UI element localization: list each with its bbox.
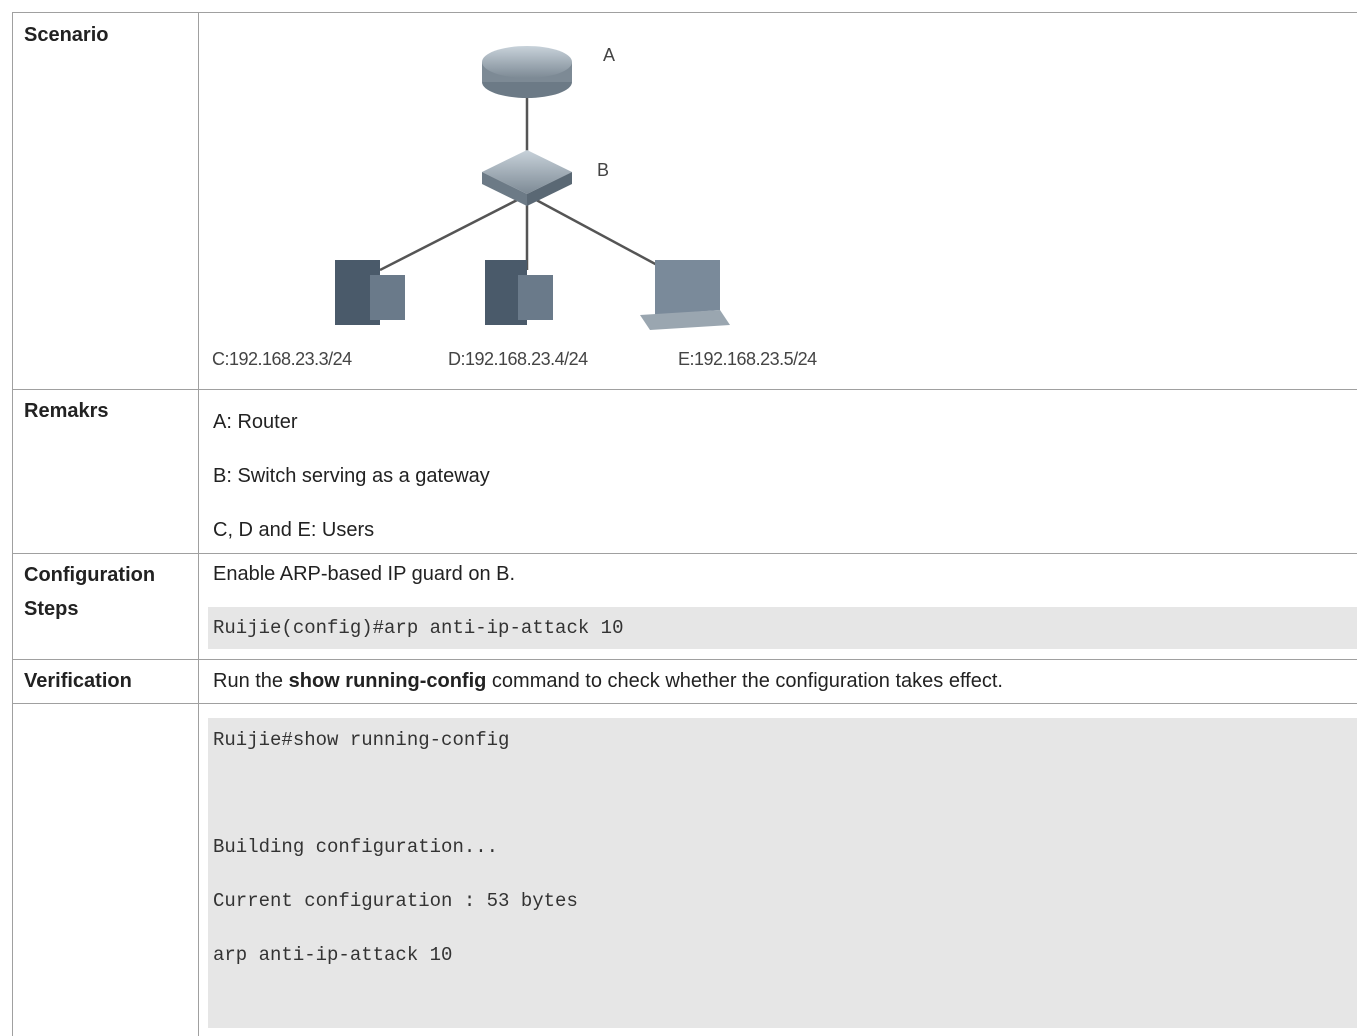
text: Enable ARP-based IP guard on B. xyxy=(213,563,516,585)
code-line: Ruijie(config)#arp anti-ip-attack 10 xyxy=(213,617,624,639)
text: command to check whether the configurati… xyxy=(486,670,1003,692)
text: Run the show running-config command to c… xyxy=(213,670,1003,693)
code-line: Current configuration : 53 bytes xyxy=(213,890,578,912)
node-label: E:192.168.23.5/24 xyxy=(678,349,817,369)
border xyxy=(12,389,1357,390)
text: C, D and E: Users xyxy=(213,519,375,541)
node-label: C:192.168.23.3/24 xyxy=(212,349,352,369)
border xyxy=(12,12,13,1036)
border xyxy=(12,703,1357,704)
text: B: Switch serving as a gateway xyxy=(213,465,490,487)
node-label: A xyxy=(603,45,616,65)
row-label: Configuration Steps xyxy=(24,564,156,620)
node-label: B xyxy=(597,160,610,180)
topology xyxy=(335,46,730,330)
border xyxy=(12,12,1357,13)
row-label: Remakrs xyxy=(24,400,109,422)
code-line: Building configuration... xyxy=(213,836,499,858)
code-block xyxy=(208,607,1357,649)
code-block xyxy=(208,718,1357,1028)
row-label: Scenario xyxy=(24,24,109,46)
text: Run the xyxy=(213,670,289,692)
code-line: Ruijie#show running-config xyxy=(213,729,510,751)
text: show running-config xyxy=(288,670,487,692)
node-label: D:192.168.23.4/24 xyxy=(448,349,588,369)
text: A: Router xyxy=(213,411,298,433)
border xyxy=(198,12,199,1036)
code-line: arp anti-ip-attack 10 xyxy=(213,944,453,966)
border xyxy=(12,659,1357,660)
row-label: Verification xyxy=(24,670,132,692)
border xyxy=(12,553,1357,554)
